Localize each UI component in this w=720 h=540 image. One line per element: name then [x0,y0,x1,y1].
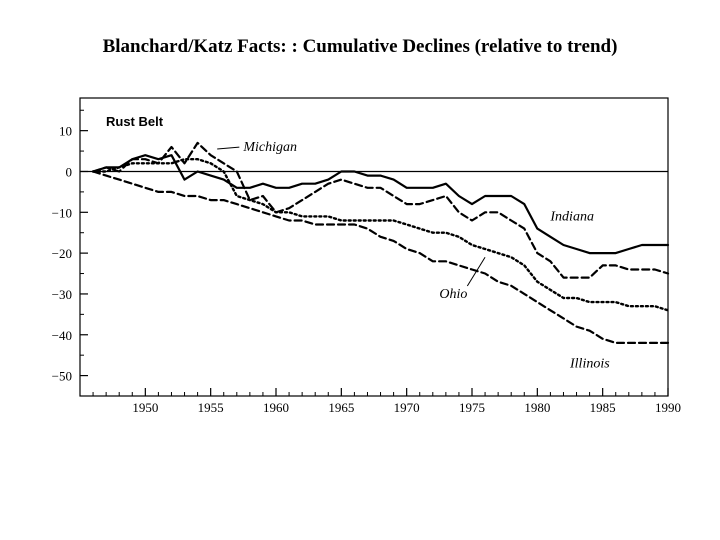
y-tick-label-0: 0 [66,164,73,179]
leader-line-michigan [217,146,240,150]
series-label-indiana: Indiana [549,209,594,224]
x-tick-label-1970: 1970 [394,400,420,415]
x-tick-label-1950: 1950 [132,400,158,415]
series-labels-group: Michigan Indiana Ohio Illinois [217,140,610,371]
series-line-ohio [91,157,670,312]
x-tick-label-1955: 1955 [198,400,224,415]
x-tick-label-1975: 1975 [459,400,485,415]
series-label-michigan: Michigan [242,140,297,155]
axis-ticks-group: 10 0 −10 −20 −30 −40 −50 1950 1955 1960 1965 1970 19… [52,109,681,415]
x-tick-label-1960: 1960 [263,400,289,415]
y-tick-label-40: −40 [52,328,72,343]
x-tick-label-1980: 1980 [524,400,550,415]
panel-label-rust-belt: Rust Belt [106,114,164,129]
series-label-illinois: Illinois [569,356,610,371]
series-group [91,141,670,344]
plot-frame [79,97,669,397]
series-line-indiana [91,154,670,255]
x-tick-label-1985: 1985 [590,400,616,415]
series-label-ohio: Ohio [439,287,467,302]
x-tick-label-1965: 1965 [328,400,354,415]
y-tick-label-50: −50 [52,369,72,384]
x-tick-label-1990: 1990 [655,400,681,415]
series-line-michigan [91,141,670,279]
y-tick-label-10: −10 [52,205,72,220]
y-tick-label-30: −30 [52,287,72,302]
y-tick-label-20: −20 [52,246,72,261]
y-tick-label-10: 10 [59,124,72,139]
series-line-illinois [91,170,670,344]
slide-title: Blanchard/Katz Facts: : Cumulative Decli… [102,36,618,57]
leader-line-ohio [466,256,486,287]
